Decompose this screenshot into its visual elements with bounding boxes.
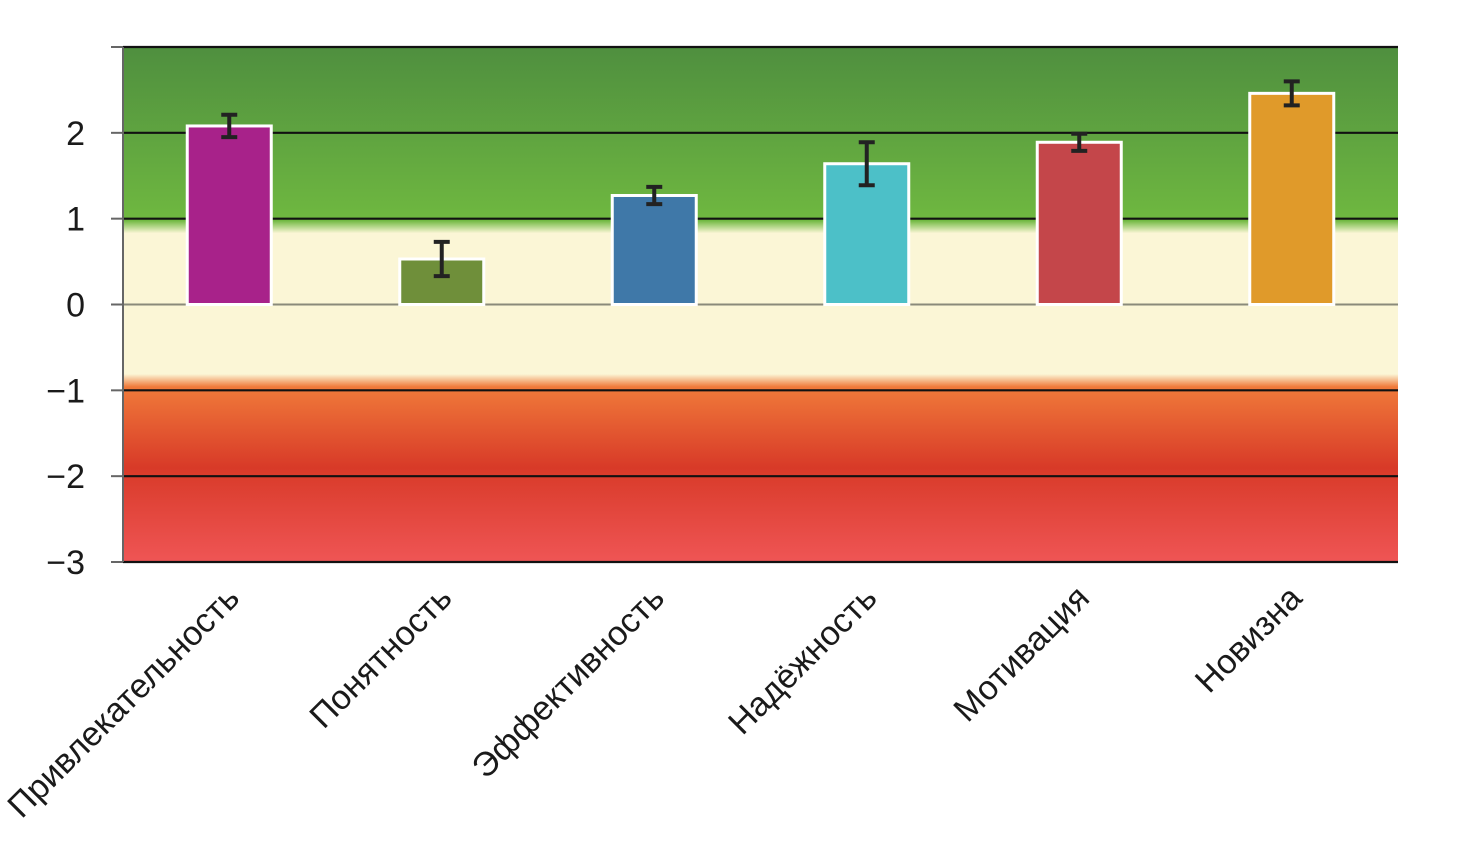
bar [1035,140,1123,306]
error-bar [646,184,663,207]
error-bar [1283,79,1300,108]
bar [1248,91,1336,306]
bars [185,91,1336,307]
x-tick-label: Новизна [1188,579,1310,701]
x-tick-label: Надёжность [721,579,884,742]
y-tick-label: −3 [46,544,85,582]
bar [185,124,273,307]
y-axis [111,46,124,563]
y-tick-label: −2 [46,458,85,496]
y-tick-label: 0 [66,287,85,325]
x-tick-label: Эффективность [465,579,672,786]
y-tick-labels: 2 1 0 −1 −2 −3 [46,115,85,582]
y-tick-label: 1 [66,201,85,239]
gridlines [123,45,1398,564]
error-bar [858,140,875,188]
error-bar [1071,131,1088,153]
y-tick-label: 2 [66,115,85,153]
x-tick-label: Мотивация [946,579,1097,730]
x-tick-label: Понятность [302,579,459,736]
error-bars [221,79,1300,279]
bar [823,162,911,306]
x-tick-label: Привлекательность [0,579,247,826]
bar [610,193,698,306]
y-tick-label: −1 [46,372,85,410]
error-bar [433,239,450,279]
x-tick-labels: Привлекательность Понятность Эффективность… [0,579,1309,826]
error-bar [221,112,238,140]
